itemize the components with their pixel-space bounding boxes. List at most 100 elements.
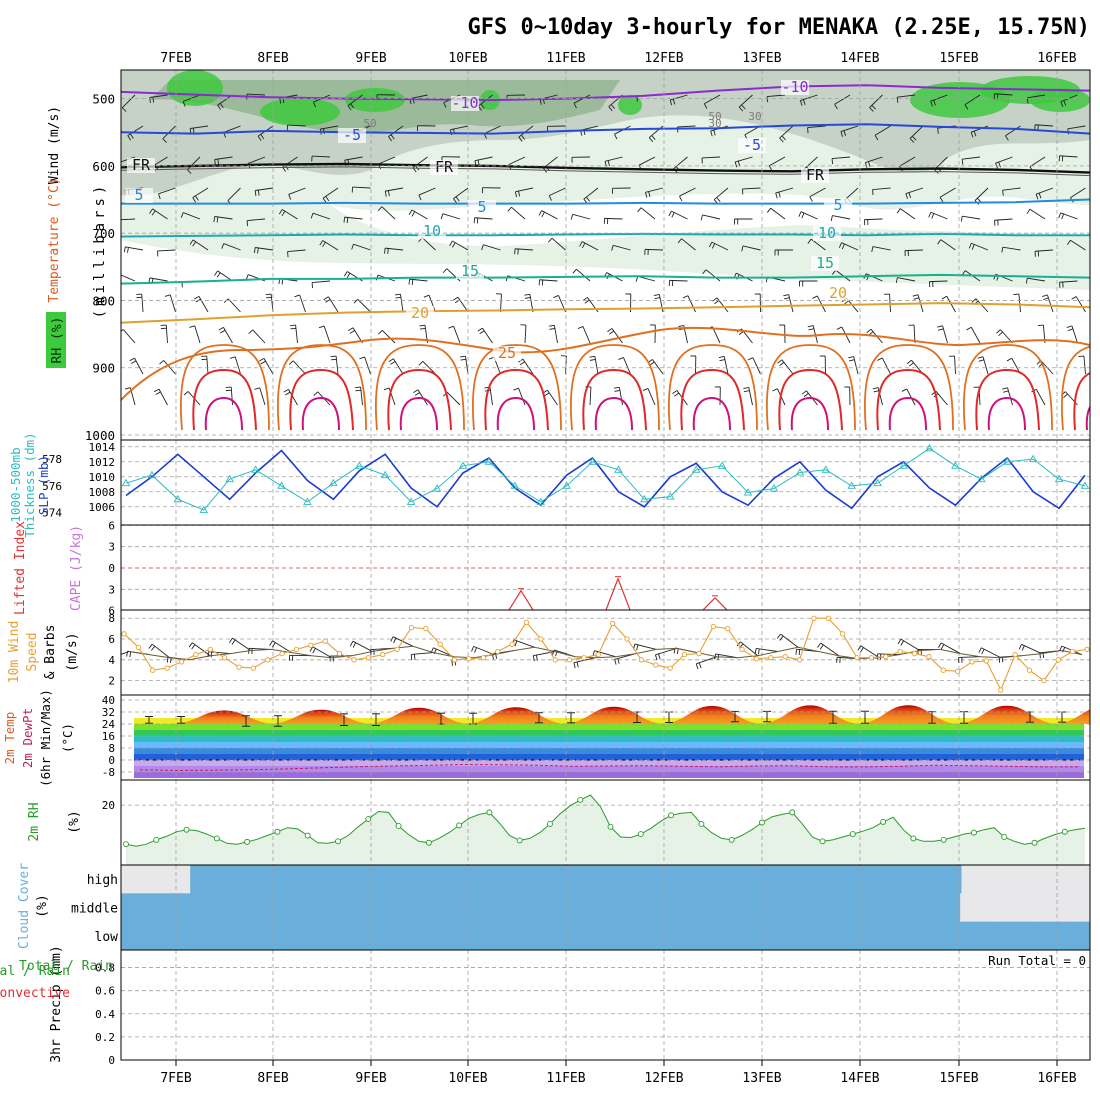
wind-barb-feather	[355, 389, 362, 392]
li-tick-label: 3	[108, 583, 115, 596]
date-label-bottom: 13FEB	[742, 1071, 781, 1086]
wind-barb-feather	[971, 244, 975, 250]
wind-barb-feather	[532, 655, 535, 662]
thickness-marker	[873, 478, 882, 487]
wind10-speed-marker	[983, 658, 990, 664]
temp-color-band	[134, 760, 1084, 766]
isotherm-loop-red	[192, 368, 257, 431]
thickness-marker	[1002, 457, 1012, 465]
wind-barb	[679, 187, 696, 197]
temp-dome	[664, 706, 760, 724]
wind-barb-feather	[1035, 194, 1039, 200]
li-tick-label: 6	[108, 519, 115, 532]
wind-barb	[971, 242, 989, 251]
wind-barb-feather	[572, 268, 577, 274]
cloud-cell-middle	[870, 893, 881, 923]
rh2m-marker	[335, 838, 341, 845]
cloud-cell-low	[690, 921, 702, 950]
wind-barb-feather	[668, 210, 672, 217]
cloud-cell-middle	[730, 893, 741, 923]
isotherm-loop-red	[876, 368, 941, 431]
wind-barb	[930, 211, 948, 220]
contour-label: 5	[833, 196, 842, 214]
wind-barb	[1070, 187, 1086, 199]
wind10-speed-marker	[480, 655, 486, 661]
wind-barb-feather	[387, 190, 390, 197]
wind-barb-feather	[419, 324, 426, 327]
cloud-cell-middle	[390, 893, 402, 923]
cloud-cell-high	[378, 865, 389, 894]
wind-barb-feather	[783, 297, 790, 300]
rh2m-marker	[365, 816, 372, 822]
wind10-speed-marker	[624, 636, 630, 642]
cloud-cell-clear	[961, 865, 972, 894]
cloud-cell-middle	[320, 893, 332, 923]
wind-barb	[353, 243, 371, 251]
wind-barb-feather	[848, 359, 855, 362]
wind-barb-feather	[318, 325, 325, 329]
wind-barb	[583, 187, 599, 200]
wind-barb-feather	[648, 137, 654, 143]
isotherm-25	[121, 326, 1090, 401]
cloud-cell-low	[1080, 921, 1090, 950]
wind-barb	[1067, 125, 1086, 130]
wind-barb-feather	[1006, 357, 1012, 362]
wind-barb	[865, 156, 883, 163]
wind-barb	[489, 387, 493, 406]
wind-barb	[644, 248, 664, 251]
cloud-cell-high	[753, 865, 765, 894]
thickness-marker	[1054, 474, 1064, 483]
wind-barb-feather	[231, 639, 236, 645]
wind-barb-feather	[524, 296, 531, 299]
wind-barb-feather	[384, 248, 386, 254]
wind-barb-feather	[871, 104, 876, 110]
cloud-cell-middle	[570, 893, 582, 923]
wind-barb	[897, 277, 916, 282]
wind-barb-feather	[127, 135, 132, 141]
label-total-rain: Total / Rain	[19, 959, 113, 974]
wind-barb-feather	[278, 209, 283, 215]
cloud-cell-clear	[1030, 893, 1041, 923]
cloud-cell-middle	[440, 893, 452, 923]
wind-barb	[982, 356, 989, 375]
cloud-cell-high	[605, 865, 616, 894]
panel-border	[120, 609, 1091, 696]
li-peak	[702, 596, 728, 610]
cloud-cell-low	[240, 921, 252, 950]
contour-label: -10	[451, 94, 478, 112]
wind-barb	[807, 125, 826, 129]
wind-barb-feather	[254, 387, 260, 390]
cloud-cell-middle	[800, 893, 811, 923]
contour-label: 25	[498, 344, 516, 362]
wind-barb	[594, 650, 616, 658]
wind-barb-feather	[535, 655, 538, 661]
cloud-cell-low	[730, 921, 741, 950]
wind-barb	[553, 325, 558, 344]
rh-green-blob	[1030, 88, 1090, 112]
wind-barb	[589, 387, 592, 406]
thickness-marker	[717, 461, 727, 469]
rh2m-line	[125, 794, 1086, 847]
li-plot-area	[121, 525, 1090, 610]
wind-barb	[705, 269, 721, 282]
cloud-cell-low	[290, 921, 302, 950]
cloud-cell-clear	[1030, 865, 1042, 894]
cloud-cell-high	[832, 865, 844, 894]
wind-barb-feather	[279, 98, 282, 104]
wind-barb-feather	[700, 214, 703, 221]
wind-barb	[524, 325, 527, 344]
wind-barb-feather	[257, 247, 259, 254]
cloud-cell-middle	[660, 893, 672, 923]
wind-barb-feather	[346, 272, 351, 279]
wind-barb-feather	[711, 243, 716, 249]
thickness-marker	[121, 478, 131, 487]
slp-tick-label: 1010	[89, 471, 116, 484]
isotherm-loop-orange	[180, 344, 270, 431]
wind-barb-feather	[514, 640, 518, 647]
cloud-cell-high	[674, 865, 686, 894]
wind-barb-feather	[524, 293, 530, 296]
cloud-cell-clear	[1010, 893, 1021, 923]
wind-barb-feather	[228, 637, 233, 643]
wind-barb-feather	[968, 243, 972, 249]
